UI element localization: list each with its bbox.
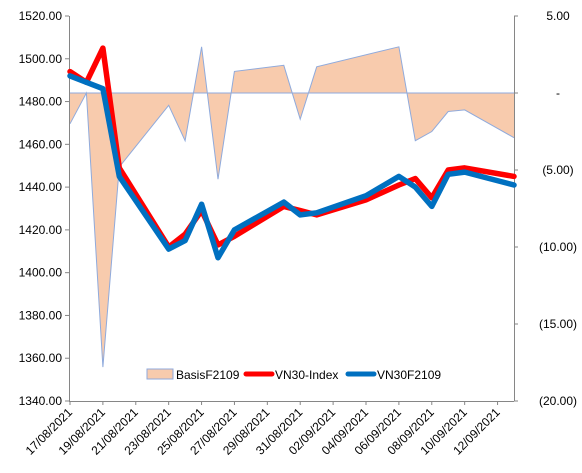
lines-layer	[67, 45, 517, 261]
right-axis-tick-label: -	[556, 86, 560, 100]
legend-label-vn30f2109: VN30F2109	[377, 368, 441, 382]
left-axis-tick-label: 1500.00	[19, 52, 63, 66]
left-axis-tick-label: 1480.00	[19, 95, 63, 109]
right-axis-tick-label: 5.00	[546, 9, 570, 23]
right-axis-tick-label: (15.00)	[539, 317, 577, 331]
legend-label-vn30-index: VN30-Index	[275, 368, 338, 382]
left-axis-tick-label: 1400.00	[19, 266, 63, 280]
left-axis-tick-label: 1340.00	[19, 394, 63, 408]
series-line-vn30f2109	[67, 73, 517, 261]
series-line-vn30-index	[67, 45, 517, 250]
legend: BasisF2109 VN30-Index VN30F2109	[146, 368, 441, 382]
left-axis-tick-label: 1360.00	[19, 351, 63, 365]
axes-layer	[69, 16, 515, 402]
left-axis-tick-label: 1380.00	[19, 308, 63, 322]
left-axis-tick-label: 1520.00	[19, 9, 63, 23]
left-axis-tick-label: 1420.00	[19, 223, 63, 237]
legend-swatch-basisf2109	[146, 368, 174, 380]
legend-label-basisf2109: BasisF2109	[176, 368, 240, 382]
series-area-outline-basisf2109	[69, 46, 515, 368]
right-axis-tick-label: (5.00)	[542, 163, 573, 177]
basis-area-layer	[69, 46, 515, 368]
left-axis-tick-label: 1440.00	[19, 180, 63, 194]
right-axis-tick-label: (10.00)	[539, 240, 577, 254]
left-axis-tick-label: 1460.00	[19, 137, 63, 151]
series-area-fill-basisf2109	[70, 46, 514, 368]
right-axis-tick-label: (20.00)	[539, 394, 577, 408]
